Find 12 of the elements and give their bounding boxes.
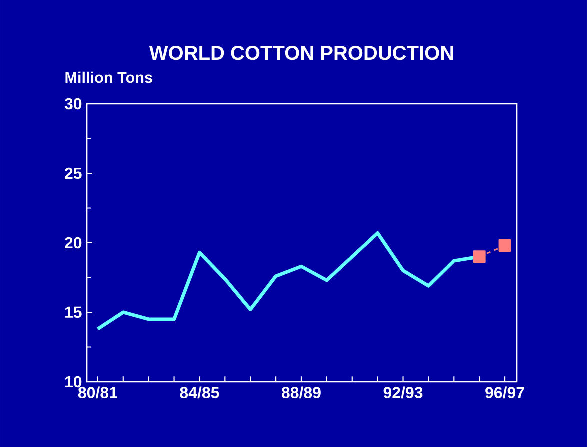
- y-tick-label: 25: [65, 168, 82, 180]
- x-tick-label: 84/85: [180, 386, 220, 399]
- x-tick-label: 96/97: [486, 386, 524, 399]
- y-tick-label: 10: [66, 376, 82, 388]
- chart-title: WORLD COTTON PRODUCTION: [149, 46, 454, 60]
- x-tick-label: 88/89: [282, 386, 321, 399]
- y-axis-title: Million Tons: [66, 72, 152, 84]
- x-tick-label: 92/93: [384, 386, 423, 399]
- y-tick-label: 30: [64, 98, 82, 110]
- y-tick-label: 20: [65, 237, 82, 249]
- y-tick-label: 15: [66, 306, 82, 318]
- x-tick-label: 80/81: [78, 386, 118, 399]
